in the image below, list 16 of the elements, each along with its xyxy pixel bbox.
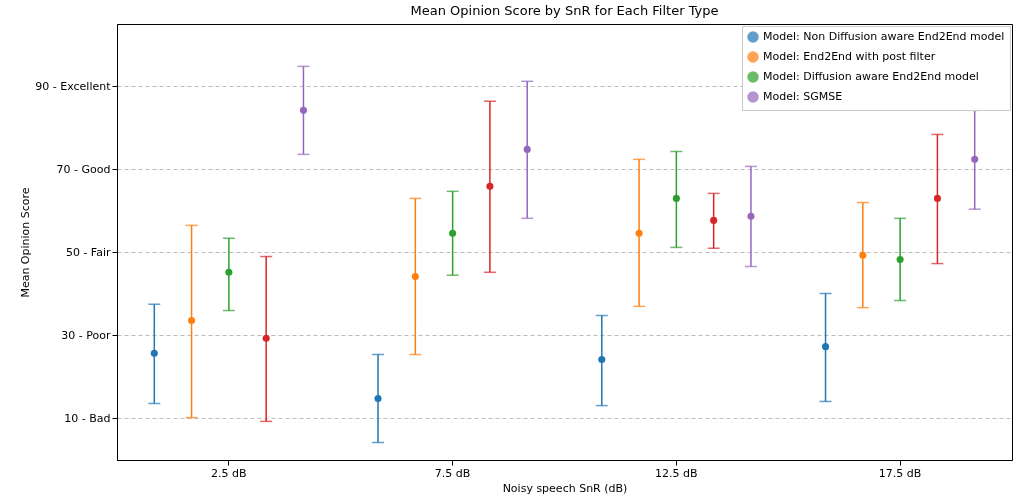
x-tick-label: 2.5 dB <box>211 466 247 480</box>
legend-label: Model: Non Diffusion aware End2End model <box>763 30 1005 43</box>
y-tick-label: 10 - Bad <box>64 411 111 425</box>
y-axis-title: Mean Opinion Score <box>19 187 33 298</box>
legend-label: Model: End2End with post filter <box>763 50 936 63</box>
legend-label: Model: Diffusion aware End2End model <box>763 70 979 83</box>
y-tick-label: 50 - Fair <box>65 245 111 259</box>
y-tick-label: 70 - Good <box>56 162 111 176</box>
y-tick-label: 30 - Poor <box>61 328 111 342</box>
x-tick-label: 7.5 dB <box>434 466 471 480</box>
legend-label: Model: SGMSE <box>763 90 843 103</box>
chart-title: Mean Opinion Score by SnR for Each Filter Type <box>410 3 719 18</box>
x-tick-label: 12.5 dB <box>655 466 698 480</box>
x-axis-title: Noisy speech SnR (dB) <box>502 481 628 495</box>
x-tick-label: 17.5 dB <box>878 466 922 480</box>
y-tick-label: 90 - Excellent <box>35 79 112 93</box>
